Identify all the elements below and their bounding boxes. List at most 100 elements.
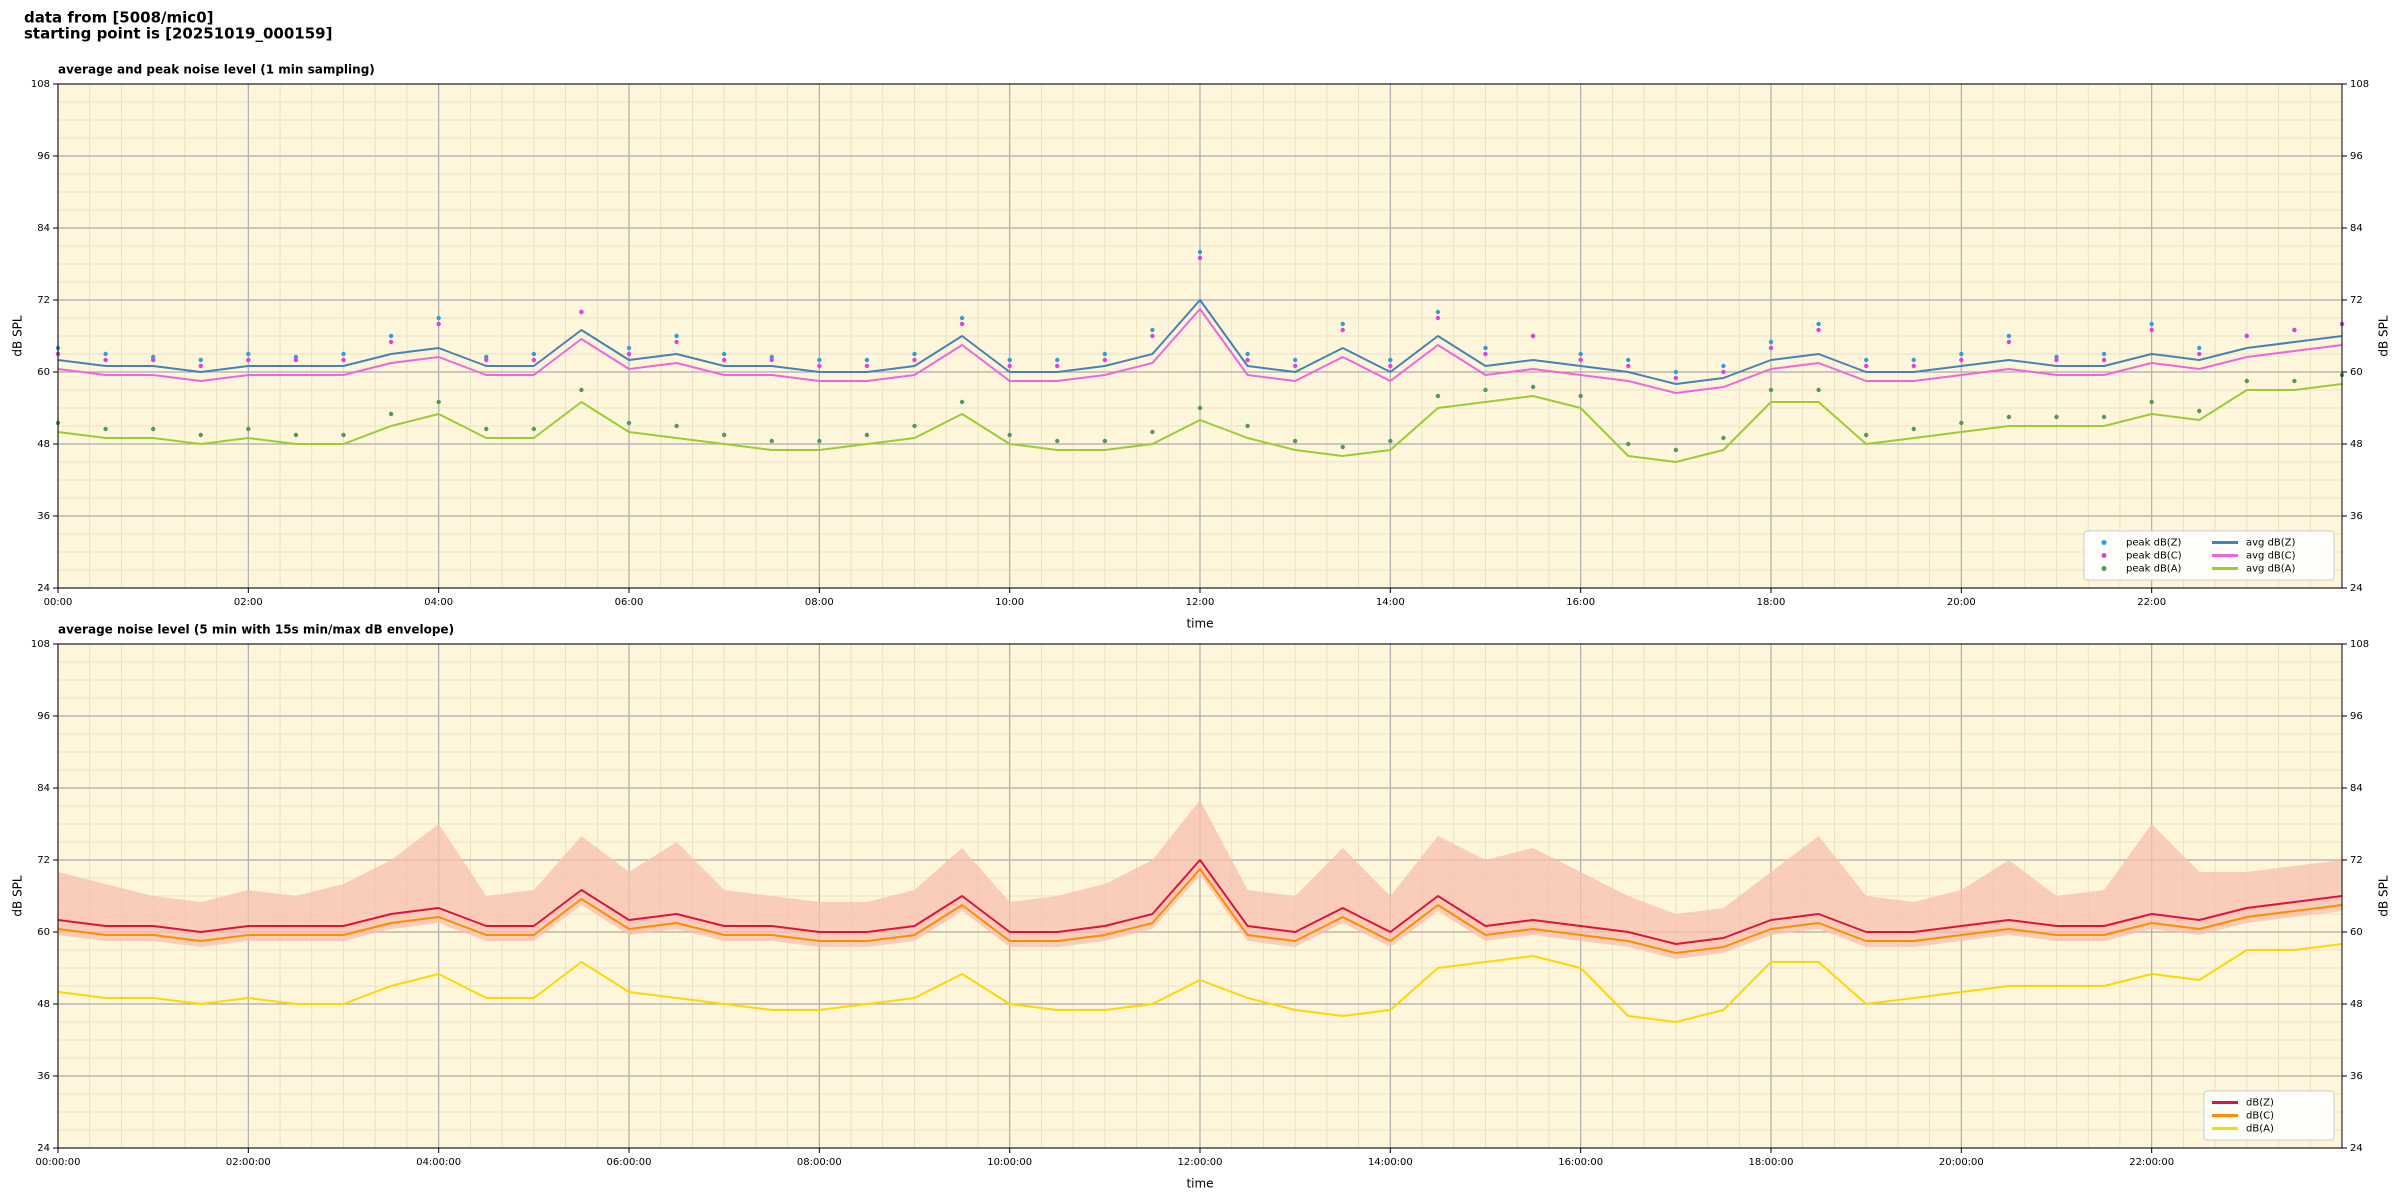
peak-point: [1768, 387, 1774, 393]
y-tick-label: 60: [37, 367, 50, 378]
peak-point: [246, 426, 251, 432]
x-tick-label: 02:00: [234, 597, 263, 608]
x-tick-label: 12:00: [1186, 597, 1215, 608]
y-tick-label: 84: [37, 223, 50, 234]
peak-point: [1292, 438, 1298, 444]
peak-point: [1673, 369, 1679, 375]
y2-tick-label: 48: [2350, 999, 2363, 1010]
peak-point: [1292, 363, 1298, 369]
peak-point: [1007, 363, 1012, 369]
peak-point: [912, 351, 917, 357]
x-tick-label: 08:00: [805, 597, 834, 608]
peak-point: [1673, 447, 1679, 453]
peak-point: [579, 387, 584, 393]
peak-point: [1863, 357, 1869, 363]
legend-label: dB(C): [2246, 1111, 2274, 1122]
series-line: [57, 868, 2343, 954]
peak-point: [1197, 249, 1203, 255]
peak-point: [674, 333, 679, 339]
peak-point: [2292, 378, 2297, 384]
x-tick-label: 00:00:00: [36, 1157, 81, 1168]
peak-point: [1055, 363, 1060, 369]
y-tick-label: 108: [31, 639, 50, 650]
peak-point: [2197, 408, 2202, 414]
peak-point: [959, 321, 965, 327]
peak-point: [1911, 363, 1916, 369]
peak-point: [531, 357, 537, 363]
peak-point: [1245, 423, 1250, 429]
peak-point: [1007, 432, 1012, 438]
x-tick-label: 22:00: [2137, 597, 2166, 608]
x-tick-label: 08:00:00: [797, 1157, 842, 1168]
peak-point: [626, 420, 632, 426]
peak-point: [2101, 414, 2107, 420]
peak-point: [1483, 351, 1488, 357]
peak-point: [1673, 375, 1679, 381]
series-line: [57, 943, 2343, 1023]
peak-point: [912, 357, 917, 363]
y2-tick-label: 60: [2350, 367, 2363, 378]
peak-point: [2149, 399, 2154, 405]
y-tick-label: 48: [37, 439, 50, 450]
peak-point: [626, 351, 632, 357]
peak-point: [150, 426, 156, 432]
peak-point: [293, 357, 299, 363]
header-start: starting point is [20251019_000159]: [24, 25, 332, 43]
peak-point: [1626, 441, 1631, 447]
peak-point: [1435, 315, 1441, 321]
peak-point: [1483, 387, 1488, 393]
peak-point: [579, 309, 584, 315]
peak-point: [1055, 438, 1060, 444]
peak-point: [1340, 327, 1345, 333]
legend-label: avg dB(Z): [2246, 538, 2296, 549]
x-tick-label: 10:00: [995, 597, 1024, 608]
y2-tick-label: 60: [2350, 927, 2363, 938]
peak-point: [721, 432, 727, 438]
legend-label: peak dB(A): [2126, 564, 2182, 575]
peak-point: [1721, 363, 1726, 369]
peak-point: [1055, 357, 1060, 363]
peak-point: [246, 351, 251, 357]
x-tick-label: 12:00:00: [1178, 1157, 1223, 1168]
peak-point: [388, 411, 394, 417]
peak-point: [198, 432, 203, 438]
peak-point: [1959, 357, 1964, 363]
peak-point: [1863, 363, 1869, 369]
peak-point: [1197, 405, 1203, 411]
y-tick-label: 96: [37, 711, 50, 722]
peak-point: [1340, 444, 1345, 450]
peak-point: [1768, 345, 1774, 351]
peak-point: [246, 357, 251, 363]
peak-point: [1578, 393, 1583, 399]
peak-point: [959, 399, 965, 405]
peak-point: [436, 321, 441, 327]
peak-point: [198, 363, 203, 369]
peak-point: [531, 351, 537, 357]
peak-point: [1150, 429, 1155, 435]
peak-point: [1816, 327, 1821, 333]
peak-point: [1388, 438, 1393, 444]
chart-title: average noise level (5 min with 15s min/…: [58, 623, 454, 637]
x-tick-label: 04:00: [424, 597, 453, 608]
peak-point: [817, 438, 822, 444]
peak-point: [1245, 351, 1250, 357]
legend-label: peak dB(Z): [2126, 538, 2182, 549]
y-tick-label: 96: [37, 151, 50, 162]
peak-point: [769, 357, 774, 363]
y2-axis-label: dB SPL: [2377, 315, 2391, 357]
peak-point: [2101, 357, 2107, 363]
peak-point: [2006, 333, 2012, 339]
peak-point: [1863, 432, 1869, 438]
x-tick-label: 00:00: [44, 597, 73, 608]
y-tick-label: 84: [37, 783, 50, 794]
series-line: [57, 859, 2343, 945]
y-tick-label: 24: [37, 1143, 50, 1154]
x-tick-label: 14:00: [1376, 597, 1405, 608]
peak-point: [2006, 339, 2012, 345]
legend-marker: [2101, 566, 2107, 571]
peak-point: [1911, 357, 1916, 363]
peak-point: [198, 357, 203, 363]
peak-point: [1340, 321, 1345, 327]
